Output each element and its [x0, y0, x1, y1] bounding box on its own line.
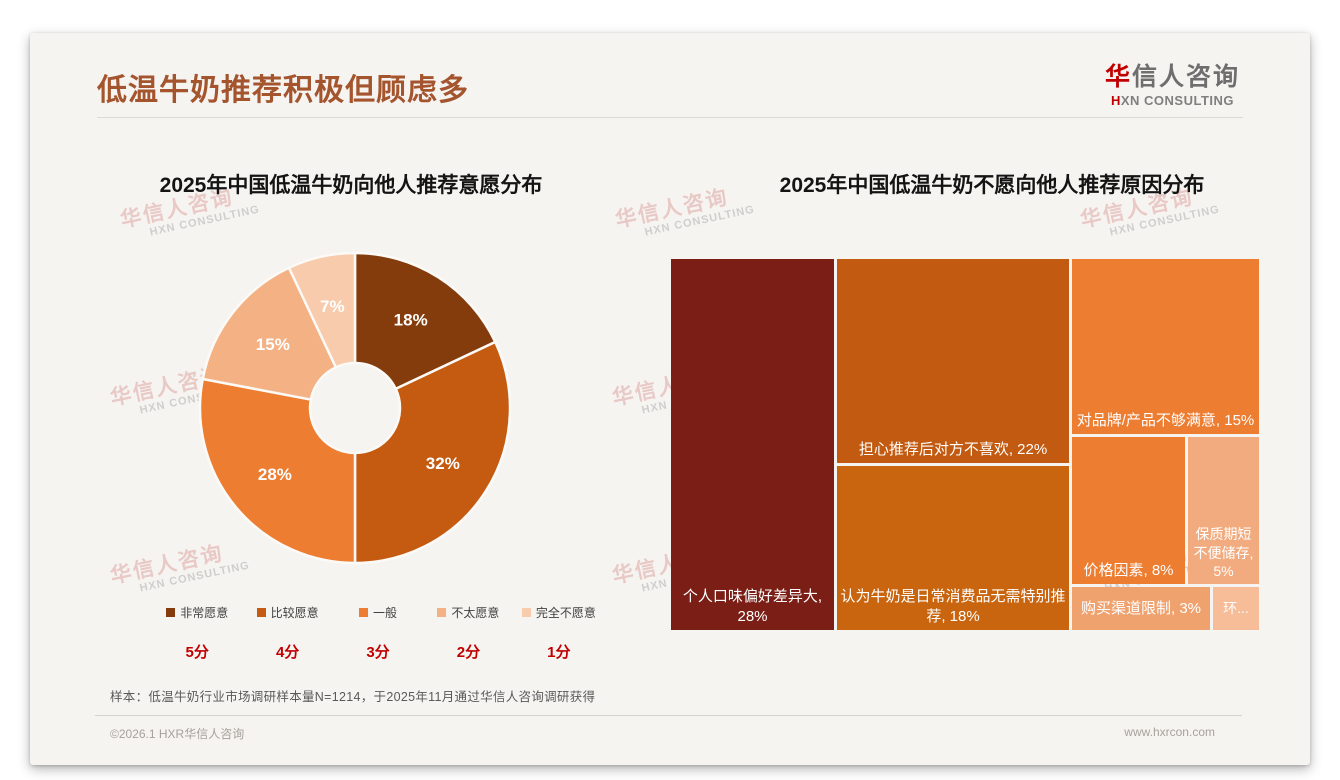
legend-label: 非常愿意 [180, 606, 229, 620]
slide-card: 华信人咨询 HXN CONSULTING 华信人咨询 HXN CONSULTING 华信… [30, 33, 1310, 765]
logo-en-text: HXN CONSULTING [1110, 93, 1234, 108]
legend-swatch [437, 608, 447, 617]
score-label-4: 2分 [456, 644, 481, 661]
legend-swatch [256, 608, 266, 617]
score-label-1: 5分 [185, 644, 209, 661]
legend-item-5: 完全不愿意 [514, 604, 604, 621]
legend-item-3: 一般 [333, 604, 423, 621]
footer-copyright: ©2026.1 HXR华信人咨询 [110, 727, 245, 741]
treemap-cell-3: 认为牛奶是日常消费品无需特别推荐, 18% [837, 466, 1069, 630]
treemap-cell-label: 认为牛奶是日常消费品无需特别推荐, 18% [840, 588, 1066, 625]
donut-slice-2 [353, 340, 512, 565]
treemap-cell-1: 个人口味偏好差异大, 28% [671, 259, 834, 630]
company-logo: 华信人咨询 HXN CONSULTING [1105, 57, 1240, 108]
legend-swatch [359, 608, 368, 617]
footer-website: www.hxrcon.com [1124, 725, 1215, 739]
treemap-cell-5: 价格因素, 8% [1072, 437, 1185, 584]
treemap-cell-label: 保质期短不便储存, 5% [1193, 526, 1254, 579]
donut-chart: 18% 32% 28% 15% 7% [195, 248, 515, 568]
treemap-cell-8: 环... [1213, 587, 1259, 630]
treemap-cell-7: 购买渠道限制, 3% [1072, 587, 1210, 630]
legend-item-4: 不太愿意 [423, 604, 513, 621]
donut-slice-value-label: 15% [256, 335, 290, 354]
treemap-cell-label: 购买渠道限制, 3% [1080, 599, 1201, 617]
donut-slice-value-label: 28% [258, 465, 292, 484]
legend-swatch [166, 608, 176, 617]
treemap-cell-label: 个人口味偏好差异大, 28% [682, 588, 823, 625]
donut-slice-3 [198, 377, 357, 565]
legend-label: 一般 [373, 606, 398, 620]
donut-slice-1 [353, 251, 497, 391]
score-label-5: 1分 [547, 644, 571, 661]
treemap-cell-label: 价格因素, 8% [1083, 561, 1174, 579]
page-title: 低温牛奶推荐积极但顾虑多 [97, 74, 469, 107]
score-label-2: 4分 [275, 644, 300, 661]
donut-slice-value-label: 18% [394, 311, 428, 330]
treemap-cell-2: 担心推荐后对方不喜欢, 22% [837, 259, 1069, 463]
treemap-cell-6: 保质期短不便储存, 5% [1188, 437, 1259, 584]
legend-item-2: 比较愿意 [242, 604, 332, 621]
header-divider [97, 117, 1243, 118]
legend-swatch [521, 608, 531, 617]
score-label-3: 3分 [366, 644, 390, 661]
logo-cn-text: 华信人咨询 [1104, 63, 1240, 91]
legend-label: 不太愿意 [451, 606, 500, 620]
treemap-cell-label: 对品牌/产品不够满意, 15% [1076, 411, 1255, 429]
donut-slice-value-label: 32% [426, 454, 460, 473]
donut-slice-value-label: 7% [320, 297, 345, 316]
score-labels-row: 5分 4分 3分 2分 1分 [152, 641, 604, 662]
donut-slice-5 [287, 251, 357, 369]
donut-slice-4 [201, 266, 338, 401]
treemap-cell-label: 担心推荐后对方不喜欢, 22% [858, 440, 1048, 458]
treemap-chart: 个人口味偏好差异大, 28% 担心推荐后对方不喜欢, 22% 认为牛奶是日常消费品无… [671, 259, 1259, 630]
treemap-cell-label: 环... [1223, 600, 1249, 617]
donut-chart-title: 2025年中国低温牛奶向他人推荐意愿分布 [159, 174, 543, 197]
donut-legend: 非常愿意 比较愿意 一般 不太愿意 完全不愿意 [152, 604, 604, 621]
footer-divider [95, 715, 1242, 716]
treemap-cell-4: 对品牌/产品不够满意, 15% [1072, 259, 1259, 434]
legend-label: 比较愿意 [270, 606, 319, 620]
treemap-chart-title: 2025年中国低温牛奶不愿向他人推荐原因分布 [779, 174, 1205, 197]
legend-label: 完全不愿意 [535, 606, 596, 620]
sample-footnote: 样本：低温牛奶行业市场调研样本量N=1214，于2025年11月通过华信人咨询调… [110, 690, 596, 704]
legend-item-1: 非常愿意 [152, 604, 242, 621]
